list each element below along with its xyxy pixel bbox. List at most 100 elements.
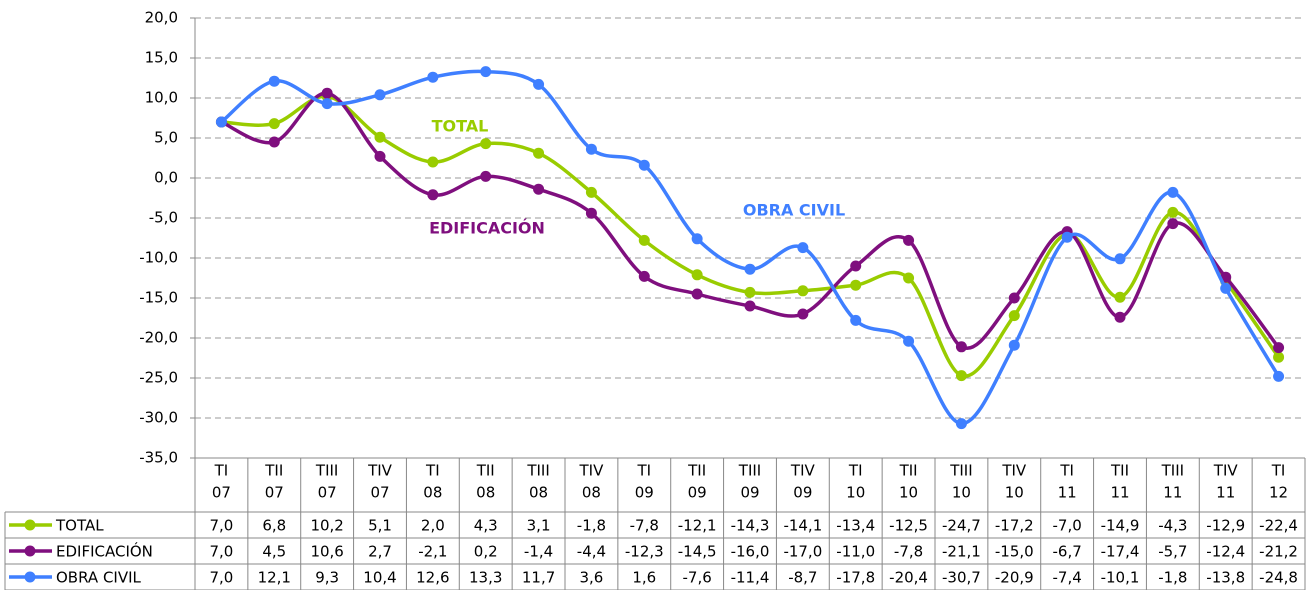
y-tick-label: -20,0 bbox=[139, 329, 178, 347]
x-tick-label: TII bbox=[1110, 462, 1129, 480]
y-tick-label: 5,0 bbox=[154, 129, 178, 147]
x-tick-label: 07 bbox=[318, 484, 337, 502]
point bbox=[1273, 342, 1285, 354]
y-tick-label: -10,0 bbox=[139, 249, 178, 267]
x-tick-label: TI bbox=[636, 462, 651, 480]
value-label: 10,2 bbox=[310, 517, 343, 535]
point bbox=[585, 143, 597, 155]
x-tick-label: 08 bbox=[476, 484, 495, 502]
value-label: -15,0 bbox=[995, 543, 1034, 561]
point bbox=[1114, 291, 1126, 303]
x-tick-label: TII bbox=[899, 462, 918, 480]
point bbox=[797, 285, 809, 297]
point bbox=[533, 183, 545, 195]
x-tick-label: TIV bbox=[1001, 462, 1027, 480]
x-tick-label: TIII bbox=[315, 462, 338, 480]
value-label: -13,4 bbox=[836, 517, 875, 535]
x-tick-label: TIII bbox=[949, 462, 972, 480]
x-tick-label: 09 bbox=[688, 484, 707, 502]
point bbox=[797, 308, 809, 320]
x-tick-label: TIII bbox=[738, 462, 761, 480]
x-tick-label: 08 bbox=[582, 484, 601, 502]
point bbox=[427, 156, 439, 168]
x-tick-label: TIV bbox=[578, 462, 604, 480]
value-label: -30,7 bbox=[942, 569, 981, 587]
x-tick-label: 10 bbox=[1005, 484, 1024, 502]
value-label: -17,8 bbox=[836, 569, 875, 587]
point bbox=[585, 186, 597, 198]
x-tick-label: 11 bbox=[1110, 484, 1129, 502]
point bbox=[903, 234, 915, 246]
x-tick-label: TIII bbox=[526, 462, 549, 480]
value-label: -21,2 bbox=[1259, 543, 1298, 561]
value-label: -12,1 bbox=[678, 517, 717, 535]
x-tick-label: TI bbox=[425, 462, 440, 480]
value-label: -7,4 bbox=[1053, 569, 1082, 587]
value-label: -14,5 bbox=[678, 543, 717, 561]
value-label: 13,3 bbox=[469, 569, 502, 587]
value-label: -5,7 bbox=[1158, 543, 1187, 561]
value-label: -17,0 bbox=[783, 543, 822, 561]
x-tick-label: 12 bbox=[1269, 484, 1288, 502]
point bbox=[850, 279, 862, 291]
x-tick-label: 10 bbox=[952, 484, 971, 502]
point bbox=[744, 263, 756, 275]
point bbox=[321, 87, 333, 99]
legend-label: EDIFICACIÓN bbox=[56, 542, 153, 561]
y-tick-label: -35,0 bbox=[139, 449, 178, 467]
x-tick-label: TI bbox=[214, 462, 229, 480]
value-label: 7,0 bbox=[209, 517, 233, 535]
point bbox=[691, 233, 703, 245]
x-tick-label: 10 bbox=[846, 484, 865, 502]
value-label: 10,4 bbox=[363, 569, 396, 587]
point bbox=[903, 335, 915, 347]
point bbox=[374, 89, 386, 101]
point bbox=[1114, 253, 1126, 265]
value-label: -7,6 bbox=[683, 569, 712, 587]
point bbox=[533, 78, 545, 90]
value-label: -14,1 bbox=[783, 517, 822, 535]
value-label: -1,8 bbox=[1158, 569, 1187, 587]
value-label: -20,9 bbox=[995, 569, 1034, 587]
point bbox=[321, 98, 333, 110]
value-label: -14,3 bbox=[731, 517, 770, 535]
x-tick-label: 09 bbox=[740, 484, 759, 502]
point bbox=[480, 170, 492, 182]
y-tick-label: 0,0 bbox=[154, 169, 178, 187]
value-label: -12,3 bbox=[625, 543, 664, 561]
point bbox=[797, 242, 809, 254]
value-label: -17,2 bbox=[995, 517, 1034, 535]
value-label: -16,0 bbox=[731, 543, 770, 561]
x-tick-label: TIV bbox=[790, 462, 816, 480]
value-label: -4,4 bbox=[577, 543, 606, 561]
point bbox=[1114, 311, 1126, 323]
value-label: -12,9 bbox=[1206, 517, 1245, 535]
point bbox=[955, 370, 967, 382]
value-label: 12,1 bbox=[258, 569, 291, 587]
point bbox=[268, 118, 280, 130]
x-tick-label: 11 bbox=[1058, 484, 1077, 502]
value-label: -7,8 bbox=[630, 517, 659, 535]
x-tick-label: 07 bbox=[212, 484, 231, 502]
point bbox=[374, 150, 386, 162]
x-tick-label: 11 bbox=[1216, 484, 1235, 502]
annotation: EDIFICACIÓN bbox=[429, 219, 545, 238]
y-tick-label: -30,0 bbox=[139, 409, 178, 427]
point bbox=[638, 234, 650, 246]
x-tick-label: TI bbox=[1271, 462, 1286, 480]
value-label: 7,0 bbox=[209, 569, 233, 587]
value-label: -13,8 bbox=[1206, 569, 1245, 587]
point bbox=[215, 116, 227, 128]
value-label: 6,8 bbox=[262, 517, 286, 535]
point bbox=[1220, 282, 1232, 294]
legend-marker bbox=[24, 571, 36, 583]
x-tick-label: TII bbox=[264, 462, 283, 480]
x-tick-label: 10 bbox=[899, 484, 918, 502]
value-label: 10,6 bbox=[310, 543, 343, 561]
point bbox=[1273, 370, 1285, 382]
point bbox=[374, 131, 386, 143]
value-label: 0,2 bbox=[474, 543, 498, 561]
series-line bbox=[220, 69, 1281, 426]
value-label: -22,4 bbox=[1259, 517, 1298, 535]
x-tick-label: 07 bbox=[265, 484, 284, 502]
